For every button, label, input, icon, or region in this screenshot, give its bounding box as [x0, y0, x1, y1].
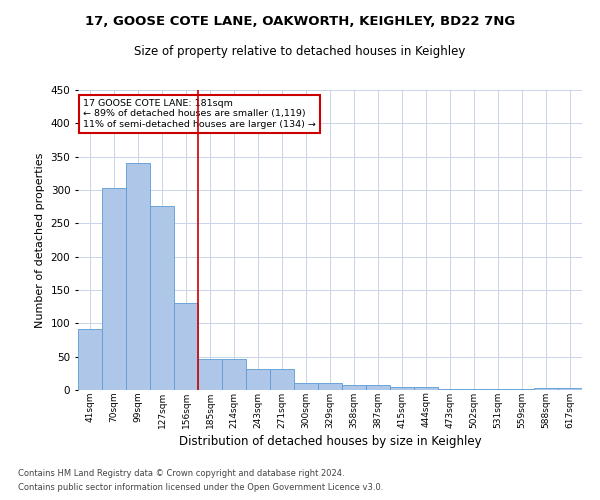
Text: 17, GOOSE COTE LANE, OAKWORTH, KEIGHLEY, BD22 7NG: 17, GOOSE COTE LANE, OAKWORTH, KEIGHLEY,…: [85, 15, 515, 28]
Bar: [414, 388, 438, 390]
Bar: [390, 388, 414, 390]
Bar: [294, 384, 318, 390]
Text: Contains public sector information licensed under the Open Government Licence v3: Contains public sector information licen…: [18, 484, 383, 492]
Bar: [174, 302, 198, 390]
Text: Size of property relative to detached houses in Keighley: Size of property relative to detached ho…: [134, 45, 466, 58]
Bar: [342, 384, 366, 390]
Text: 17 GOOSE COTE LANE: 181sqm
← 89% of detached houses are smaller (1,119)
11% of s: 17 GOOSE COTE LANE: 181sqm ← 89% of deta…: [83, 99, 316, 129]
Y-axis label: Number of detached properties: Number of detached properties: [35, 152, 45, 328]
Bar: [126, 164, 150, 390]
Bar: [102, 188, 126, 390]
Bar: [150, 206, 174, 390]
Bar: [462, 388, 486, 390]
Bar: [78, 330, 102, 390]
X-axis label: Distribution of detached houses by size in Keighley: Distribution of detached houses by size …: [179, 434, 481, 448]
Bar: [534, 388, 558, 390]
Bar: [366, 384, 390, 390]
Bar: [318, 384, 342, 390]
Bar: [222, 360, 246, 390]
Bar: [438, 388, 462, 390]
Bar: [558, 388, 582, 390]
Bar: [198, 360, 222, 390]
Bar: [246, 370, 270, 390]
Bar: [270, 370, 294, 390]
Text: Contains HM Land Registry data © Crown copyright and database right 2024.: Contains HM Land Registry data © Crown c…: [18, 468, 344, 477]
